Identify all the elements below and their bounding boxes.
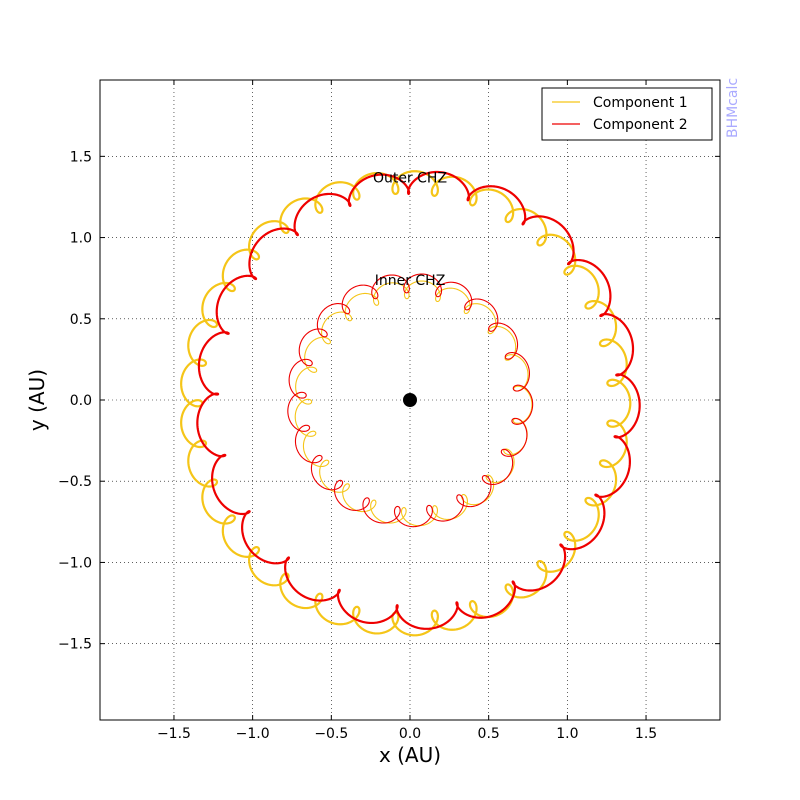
orbit-2-inner (287, 273, 534, 528)
legend-box (541, 87, 713, 141)
y-tick-label-2: −0.5 (58, 474, 92, 490)
watermark: BHMcalc (725, 78, 741, 138)
y-tick-label-3: 0.0 (70, 393, 92, 409)
x-tick-label-1: −1.0 (236, 726, 270, 742)
annotation-1: Inner CHZ (375, 273, 446, 289)
x-axis-label: x (AU) (379, 743, 441, 767)
x-tick-label-3: 0.0 (399, 726, 421, 742)
x-tick-label-2: −0.5 (314, 726, 348, 742)
series-layer (180, 170, 641, 637)
y-tick-label-5: 1.0 (70, 231, 92, 247)
y-tick-label-4: 0.5 (70, 312, 92, 328)
y-axis-label: y (AU) (25, 369, 49, 431)
legend-label-component-2: Component 2 (593, 117, 688, 133)
legend: Component 1 Component 2 (541, 87, 713, 141)
x-tick-label-0: −1.5 (157, 726, 191, 742)
annotation-layer: Outer CHZ Inner CHZ (373, 170, 447, 288)
y-tick-label-6: 1.5 (70, 149, 92, 165)
central-point (403, 393, 417, 407)
y-tick-label-1: −1.0 (58, 555, 92, 571)
orbit-1-inner (294, 280, 533, 527)
x-tick-label-4: 0.5 (478, 726, 500, 742)
orbit-2-outer (196, 170, 641, 630)
tick-layer: −1.5 −1.0 −0.5 0.0 0.5 1.0 1.5 −1.5 −1.0 −0.5 0.0 0… (58, 80, 720, 742)
legend-label-component-1: Component 1 (593, 95, 688, 111)
y-tick-label-0: −1.5 (58, 637, 92, 653)
annotation-0: Outer CHZ (373, 170, 447, 186)
x-tick-label-5: 1.0 (556, 726, 578, 742)
x-tick-label-6: 1.5 (635, 726, 657, 742)
